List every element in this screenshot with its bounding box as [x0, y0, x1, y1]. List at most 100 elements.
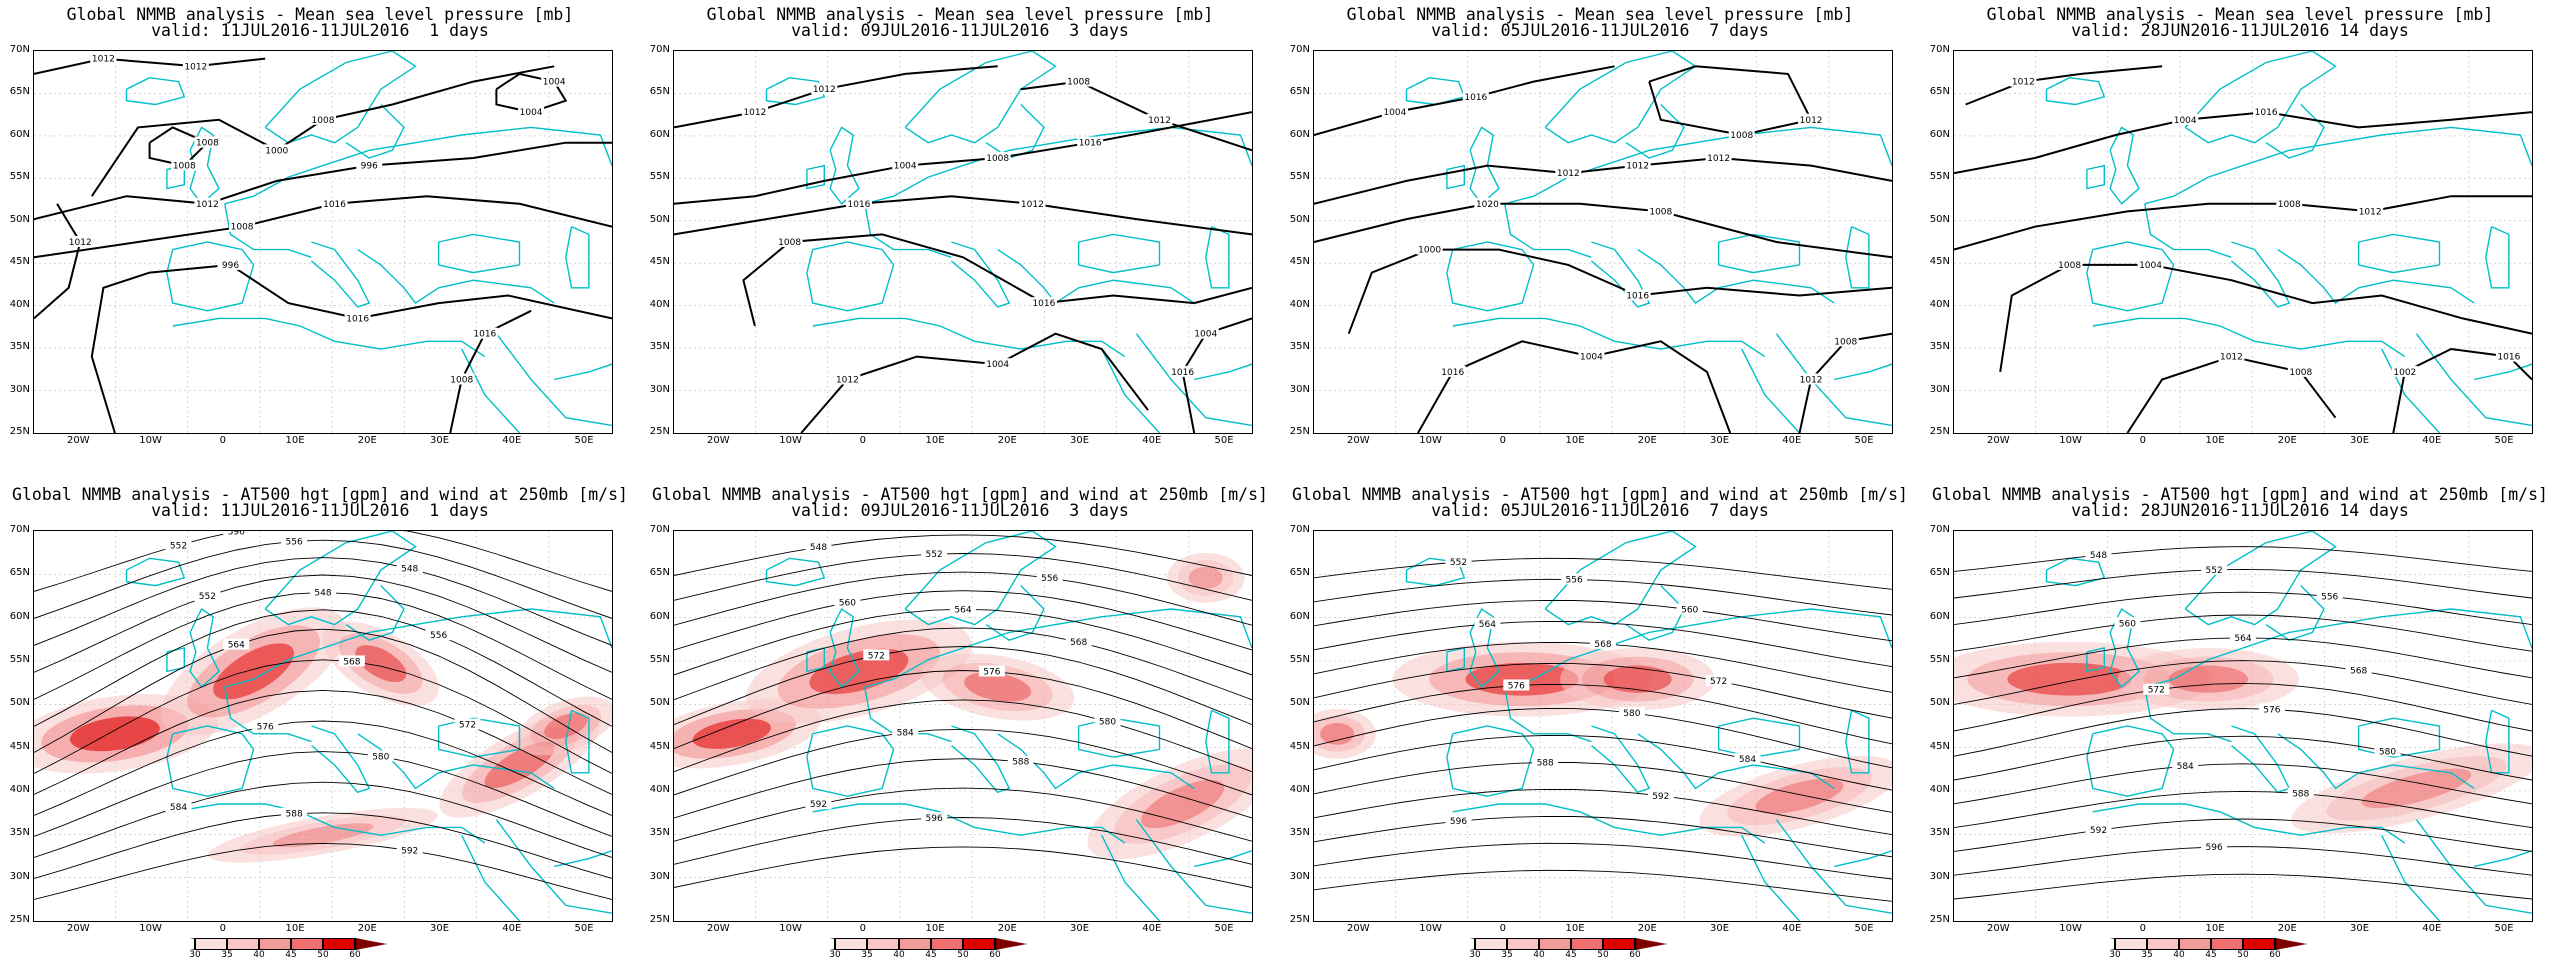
lon-label: 10E	[2205, 435, 2225, 446]
panel-title: Global NMMB analysis - Mean sea level pr…	[1346, 5, 1854, 24]
colorbar-segment	[963, 938, 995, 950]
lat-label: 25N	[9, 426, 30, 437]
contour-label-bg	[90, 52, 117, 64]
contour-label-bg	[67, 236, 94, 247]
lon-label: 20W	[1986, 435, 2010, 446]
coastline	[172, 803, 486, 844]
colorbar-tick: 35	[1501, 950, 1513, 960]
contour-label-bg	[2201, 563, 2228, 575]
wind-shading	[1314, 708, 1376, 759]
colorbar-tick: 45	[285, 950, 297, 960]
contour-label-bg	[2287, 787, 2314, 799]
height-contour	[1314, 557, 1892, 590]
contour-label-bg	[1728, 129, 1755, 141]
contour-label-bg	[2143, 683, 2170, 695]
height-contour	[674, 590, 1252, 651]
colorbar-segment	[323, 938, 355, 950]
contour-label: 576	[2263, 705, 2280, 715]
height-contour	[1954, 763, 2532, 805]
contour-label-bg	[1030, 297, 1057, 309]
contour-label-bg	[1445, 815, 1472, 827]
height-contour	[1314, 869, 1892, 902]
contour-label: 1012	[196, 200, 219, 210]
contour-label-bg	[1462, 90, 1489, 102]
lon-label: 10E	[2205, 923, 2225, 934]
contour-label-bg	[2287, 365, 2314, 377]
contour-label-bg	[182, 60, 209, 72]
contour-label-bg	[367, 750, 394, 762]
contour-label-bg	[1555, 167, 1582, 179]
contour-label: 568	[1070, 638, 1087, 648]
height-contour	[1314, 707, 1892, 769]
coastline	[2086, 241, 2175, 312]
wind-shading	[2361, 768, 2472, 809]
contour-label: 1008	[2058, 261, 2081, 271]
lon-label: 10E	[285, 435, 305, 446]
colorbar-segment	[2243, 938, 2275, 950]
contour-label-bg	[448, 373, 475, 385]
coastline	[950, 241, 1011, 308]
contour-label: 548	[314, 588, 331, 598]
coastline	[985, 585, 1045, 641]
mslp-panel-3d: Global NMMB analysis - Mean sea level pr…	[640, 0, 1280, 460]
colorbar-tick: 40	[893, 950, 905, 960]
panel-subtitle: valid: 11JUL2016-11JUL2016 1 days	[151, 501, 489, 520]
contour-label: 1008	[196, 139, 219, 149]
contour-label: 1004	[2139, 261, 2162, 271]
contour-label: 996	[222, 261, 239, 271]
coastline	[2474, 850, 2532, 868]
lon-label: 50E	[2494, 923, 2514, 934]
contour-label: 1008	[231, 223, 254, 233]
height-contour	[674, 646, 1252, 726]
contour-label: 596	[228, 531, 245, 537]
colorbar-segment	[2115, 938, 2147, 950]
coastline	[950, 725, 1011, 794]
lat-label: 25N	[649, 426, 670, 437]
contour-label: 1012	[1626, 162, 1649, 172]
coastline	[1741, 348, 1801, 433]
contour-label: 568	[343, 657, 360, 667]
lat-label: 35N	[1929, 341, 1950, 353]
contour-label-bg	[1094, 715, 1121, 727]
lon-label: 10E	[1565, 435, 1585, 446]
lat-label: 60N	[649, 610, 670, 622]
wind-shading	[692, 718, 771, 749]
height-contour	[674, 699, 1252, 773]
contour-label-bg	[194, 197, 221, 209]
panel-title: Global NMMB analysis - Mean sea level pr…	[1986, 5, 2494, 24]
lat-label: 35N	[1289, 827, 1310, 839]
colorbar-tick: 50	[317, 950, 329, 960]
contour-label: 560	[2119, 619, 2136, 629]
lat-label: 65N	[1289, 567, 1310, 579]
lon-label: 40E	[1782, 435, 1802, 446]
colorbar-tick: 40	[253, 950, 265, 960]
isobar	[1020, 80, 1252, 152]
height-contour	[674, 787, 1252, 842]
contour-label: 576	[257, 722, 274, 732]
contour-label: 1012	[184, 62, 207, 72]
contour-label: 572	[868, 651, 885, 661]
panel-title: Global NMMB analysis - Mean sea level pr…	[706, 5, 1214, 24]
contour-label: 1008	[1067, 78, 1090, 88]
contour-label-bg	[454, 718, 481, 730]
colorbar-segment	[1603, 938, 1635, 950]
contour-label: 1016	[473, 330, 496, 340]
coastline	[1504, 203, 1592, 258]
coastline	[904, 51, 1057, 144]
lat-label: 50N	[9, 213, 30, 225]
height-contour	[34, 539, 612, 619]
lat-label: 70N	[649, 44, 670, 55]
wind-shading	[1166, 552, 1245, 603]
colorbar-tick: 35	[861, 950, 873, 960]
contour-label: 1012	[813, 85, 836, 95]
contour-label: 548	[810, 543, 827, 553]
colorbar-tick: 60	[349, 950, 361, 960]
height-contour	[1314, 599, 1892, 642]
lon-label: 20E	[357, 435, 377, 446]
contour-label-bg	[194, 590, 221, 602]
coastline	[166, 241, 255, 312]
wind-shading	[1967, 652, 2172, 707]
contour-label-bg	[1832, 335, 1859, 347]
colorbar-tick: 45	[925, 950, 937, 960]
contour-label: 572	[459, 721, 476, 731]
